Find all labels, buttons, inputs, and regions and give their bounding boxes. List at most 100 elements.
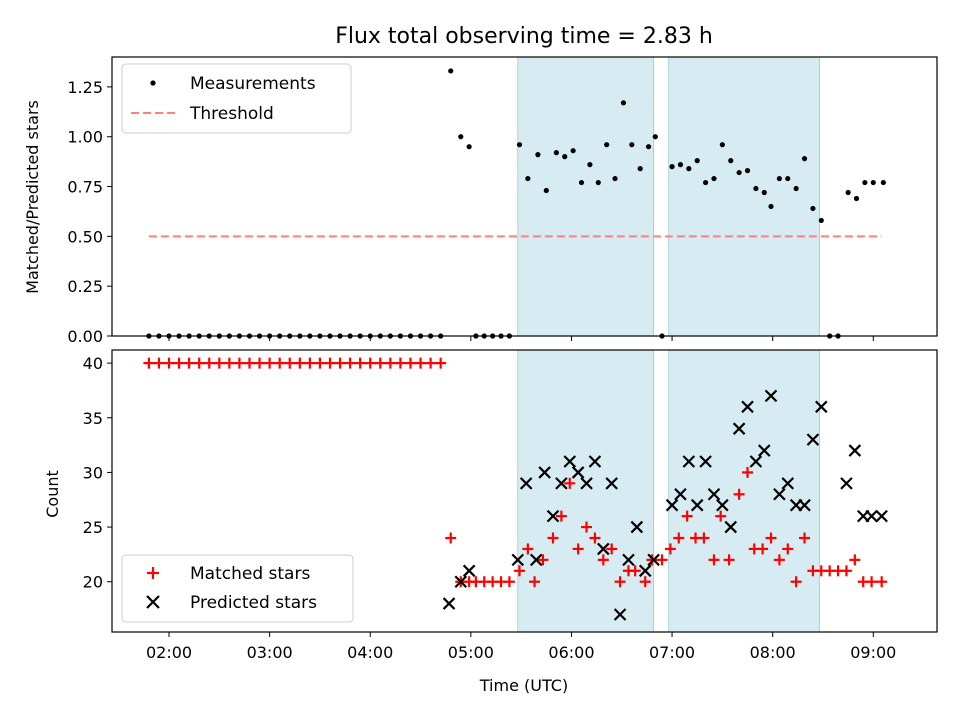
matched-star-point: [304, 357, 316, 369]
predicted-legend-label: Predicted stars: [190, 593, 317, 613]
count-panel: 20 25 30 35 40 02:00 03:00 04:00 05:00 06:00 07:0…: [43, 349, 938, 695]
matched-star-point: [503, 576, 515, 588]
predicted-star-point: [724, 520, 738, 534]
matched-star-point: [581, 521, 593, 533]
x-tick-label: 07:00: [649, 643, 695, 662]
cross-stroke: [454, 575, 468, 588]
measurement-point: [612, 175, 618, 182]
measurement-point: [728, 158, 734, 164]
cross-stroke: [597, 542, 610, 556]
measurement-point: [516, 142, 523, 148]
cross-stroke: [749, 455, 763, 468]
measurement-point: [736, 169, 742, 176]
time-x-axis: 02:00 03:00 04:00 05:00 06:00 07:00 08:00 09:00: [146, 632, 896, 662]
shaded-interval: [668, 349, 821, 633]
predicted-star-point: [773, 488, 786, 501]
cross-stroke: [764, 389, 778, 403]
predicted-star-point: [699, 455, 712, 468]
matched-star-point: [344, 357, 356, 369]
matched-star-point: [782, 543, 794, 555]
ratio-panel: 0.00 0.25 0.50 0.75 1.00 1.25 Matched/Predict…: [23, 56, 938, 346]
predicted-legend-marker: [146, 595, 160, 609]
measurements-legend-label: Measurements: [190, 74, 316, 94]
cross-stroke: [519, 477, 533, 490]
y-tick-label: 1.00: [67, 128, 103, 147]
cross-stroke: [665, 498, 679, 512]
cross-stroke: [690, 498, 704, 512]
matched-star-point: [681, 510, 693, 522]
measurement-point: [694, 158, 700, 164]
predicted-star-point: [665, 498, 679, 512]
predicted-star-point: [875, 509, 888, 523]
measurement-point: [719, 142, 725, 148]
predicted-star-point: [674, 488, 687, 501]
matched-star-point: [522, 543, 534, 555]
measurement-point: [535, 152, 541, 158]
measurement-point: [570, 148, 576, 154]
matched-star-point: [294, 357, 306, 369]
cross-stroke: [580, 477, 593, 490]
cross-stroke: [732, 422, 746, 435]
matched-star-point: [435, 357, 447, 369]
matched-star-point: [629, 565, 641, 577]
matched-star-point: [866, 576, 878, 588]
matched-star-point: [708, 554, 720, 566]
matched-star-point: [773, 554, 785, 566]
matched-star-point: [274, 357, 286, 369]
matched-star-point: [639, 576, 651, 588]
measurement-point: [669, 164, 675, 170]
count-points: [143, 357, 888, 621]
cross-stroke: [875, 509, 888, 523]
cross-stroke: [674, 488, 687, 501]
cross-stroke: [529, 553, 543, 567]
predicted-star-point: [758, 444, 771, 457]
matched-star-point: [840, 565, 852, 577]
y-tick-label: 30: [83, 463, 103, 482]
matched-star-point: [513, 565, 525, 577]
matched-star-point: [324, 357, 336, 369]
y-tick-label: 20: [83, 573, 103, 592]
matched-star-point: [572, 543, 584, 555]
cross-stroke: [682, 455, 696, 468]
cross-stroke: [647, 553, 660, 567]
predicted-star-point: [716, 498, 729, 512]
matched-star-point: [673, 532, 685, 544]
ratio-x-ticks: [168, 336, 874, 341]
matched-legend-marker: [147, 567, 159, 579]
cross-stroke: [798, 498, 811, 512]
count-legend: Matched stars Predicted stars: [121, 554, 354, 623]
predicted-star-point: [571, 466, 585, 479]
matched-star-point: [876, 576, 888, 588]
predicted-star-point: [781, 477, 795, 490]
measurement-point: [629, 142, 635, 148]
matched-star-point: [193, 357, 205, 369]
measurement-point: [744, 167, 751, 174]
measurement-point: [785, 175, 791, 182]
matched-star-point: [153, 357, 165, 369]
matched-star-point: [143, 357, 155, 369]
matched-star-point: [757, 543, 769, 555]
matched-star-point: [564, 477, 576, 489]
matched-star-point: [606, 543, 618, 555]
predicted-star-point: [613, 608, 627, 621]
matched-star-point: [394, 357, 406, 369]
matched-star-point: [537, 554, 549, 566]
measurement-point: [686, 166, 692, 172]
y-tick-label: 40: [83, 354, 103, 373]
cross-stroke: [462, 564, 476, 578]
measurement-point: [604, 142, 610, 148]
matched-star-point: [213, 357, 225, 369]
cross-stroke: [699, 455, 712, 468]
measurement-point: [595, 179, 601, 186]
matched-star-point: [244, 357, 255, 369]
measurement-point: [853, 195, 860, 202]
matched-star-point: [284, 357, 296, 369]
cross-stroke: [555, 477, 568, 490]
cross-stroke: [865, 509, 878, 523]
matched-star-point: [384, 357, 396, 369]
x-tick-label: 06:00: [548, 643, 594, 662]
cross-stroke: [724, 520, 738, 534]
predicted-star-point: [597, 542, 610, 556]
cross-stroke: [546, 509, 560, 523]
matched-star-point: [799, 532, 811, 544]
